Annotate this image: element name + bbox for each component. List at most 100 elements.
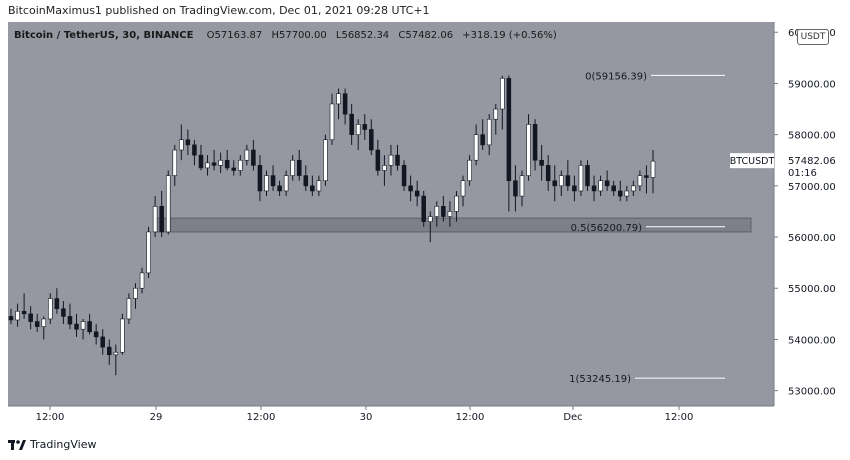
footer-brand[interactable]: TradingView bbox=[30, 438, 97, 451]
price-axis bbox=[774, 22, 836, 432]
candle-body bbox=[93, 331, 99, 338]
y-tick-label: 54000.00 bbox=[788, 335, 836, 346]
candle-body bbox=[54, 298, 60, 310]
candle-body bbox=[290, 159, 295, 176]
candle-body bbox=[473, 134, 479, 161]
candle-body bbox=[375, 149, 381, 171]
candle-body bbox=[532, 124, 538, 161]
candle-body bbox=[126, 298, 132, 320]
candle-body bbox=[87, 321, 92, 333]
last-price-tag-bg bbox=[775, 153, 835, 180]
candle-body bbox=[526, 124, 531, 176]
legend-high: 57700.00 bbox=[278, 30, 327, 41]
candlestick-chart[interactable]: 53000.00 54000.00 55000.00 56000.00 57000.00… bbox=[8, 22, 836, 432]
candle-body bbox=[179, 139, 184, 151]
time-axis bbox=[8, 406, 774, 432]
candle-body bbox=[506, 78, 512, 182]
candle-body bbox=[139, 272, 145, 289]
candle-body bbox=[146, 231, 151, 274]
candle-body bbox=[559, 175, 564, 187]
candle-body bbox=[617, 190, 623, 197]
candle-body bbox=[355, 124, 361, 135]
candle-body bbox=[388, 154, 394, 166]
x-tick-label: 30 bbox=[360, 412, 373, 423]
symbol-tag-bg bbox=[730, 153, 774, 169]
legend-symbol[interactable]: Bitcoin / TetherUS, 30, BINANCE bbox=[14, 30, 194, 41]
candle-body bbox=[454, 195, 459, 212]
y-tick-label: 55000.00 bbox=[788, 284, 836, 295]
candle-body bbox=[631, 185, 636, 192]
candle-body bbox=[224, 159, 230, 169]
candle-body bbox=[395, 154, 400, 166]
candle-body bbox=[257, 165, 263, 192]
candle-body bbox=[572, 185, 577, 192]
candle-body bbox=[644, 175, 649, 178]
candle-body bbox=[218, 159, 223, 166]
plot-background bbox=[8, 22, 774, 406]
candle-body bbox=[349, 113, 354, 135]
candle-body bbox=[552, 180, 558, 187]
candle-body bbox=[342, 93, 348, 115]
candle-body bbox=[414, 190, 420, 197]
candle-body bbox=[251, 149, 256, 166]
y-tick-label: 57000.00 bbox=[788, 182, 836, 193]
footer: TradingView bbox=[8, 438, 96, 451]
candle-body bbox=[539, 159, 544, 166]
candle-body bbox=[48, 298, 53, 320]
candle-body bbox=[401, 165, 407, 187]
publisher-line: BitcoinMaximus1 published on TradingView… bbox=[8, 4, 430, 17]
x-tick-label: 12:00 bbox=[665, 412, 694, 423]
candle-body bbox=[120, 318, 125, 353]
legend-low-key: L bbox=[335, 30, 342, 41]
candle-body bbox=[585, 165, 590, 187]
tradingview-logo-icon[interactable] bbox=[8, 439, 26, 450]
candle-body bbox=[205, 162, 210, 169]
x-tick-label: 12:00 bbox=[247, 412, 276, 423]
legend-close: 57482.06 bbox=[405, 30, 454, 41]
legend-open-key: O bbox=[206, 30, 215, 41]
y-tick-label: 58000.00 bbox=[788, 131, 836, 142]
x-tick-label: 12:00 bbox=[456, 412, 485, 423]
candle-body bbox=[270, 175, 276, 187]
candle-body bbox=[238, 159, 243, 171]
candle-body bbox=[264, 175, 269, 192]
candle-body bbox=[100, 336, 105, 348]
candle-body bbox=[8, 316, 14, 321]
candle-body bbox=[185, 139, 191, 146]
candle-body bbox=[61, 308, 66, 317]
chart-container[interactable]: 53000.00 54000.00 55000.00 56000.00 57000.00… bbox=[8, 22, 836, 432]
candle-body bbox=[604, 180, 610, 187]
candle-body bbox=[41, 318, 47, 327]
candle-body bbox=[421, 195, 426, 222]
candle-body bbox=[500, 78, 505, 110]
candle-body bbox=[329, 103, 335, 141]
candle-body bbox=[578, 165, 584, 192]
candle-body bbox=[480, 134, 485, 146]
candle-body bbox=[382, 165, 387, 171]
y-tick-label: 53000.00 bbox=[788, 387, 836, 398]
candle-body bbox=[231, 167, 237, 171]
candle-body bbox=[316, 180, 322, 192]
candle-body bbox=[159, 206, 164, 233]
candle-body bbox=[545, 165, 551, 182]
candle-body bbox=[113, 351, 119, 356]
candle-body bbox=[598, 180, 603, 192]
candle-body bbox=[133, 287, 138, 299]
candle-body bbox=[165, 175, 171, 233]
candle-body bbox=[408, 185, 413, 192]
currency-badge[interactable]: USDT bbox=[797, 29, 829, 45]
candle-body bbox=[310, 185, 315, 192]
candle-body bbox=[591, 185, 597, 192]
x-tick-label: 29 bbox=[150, 412, 163, 423]
countdown-label: 01:16 bbox=[788, 168, 817, 179]
fib-level-label: 0(59156.39) bbox=[585, 71, 647, 82]
candle-body bbox=[441, 206, 446, 217]
candle-body bbox=[637, 175, 643, 187]
y-tick-label: 56000.00 bbox=[788, 233, 836, 244]
support-zone bbox=[153, 217, 752, 233]
x-tick-label: 12:00 bbox=[36, 412, 65, 423]
x-tick-label: Dec bbox=[563, 412, 582, 423]
candle-body bbox=[283, 175, 289, 192]
candle-body bbox=[369, 129, 374, 151]
candle-body bbox=[192, 144, 197, 156]
